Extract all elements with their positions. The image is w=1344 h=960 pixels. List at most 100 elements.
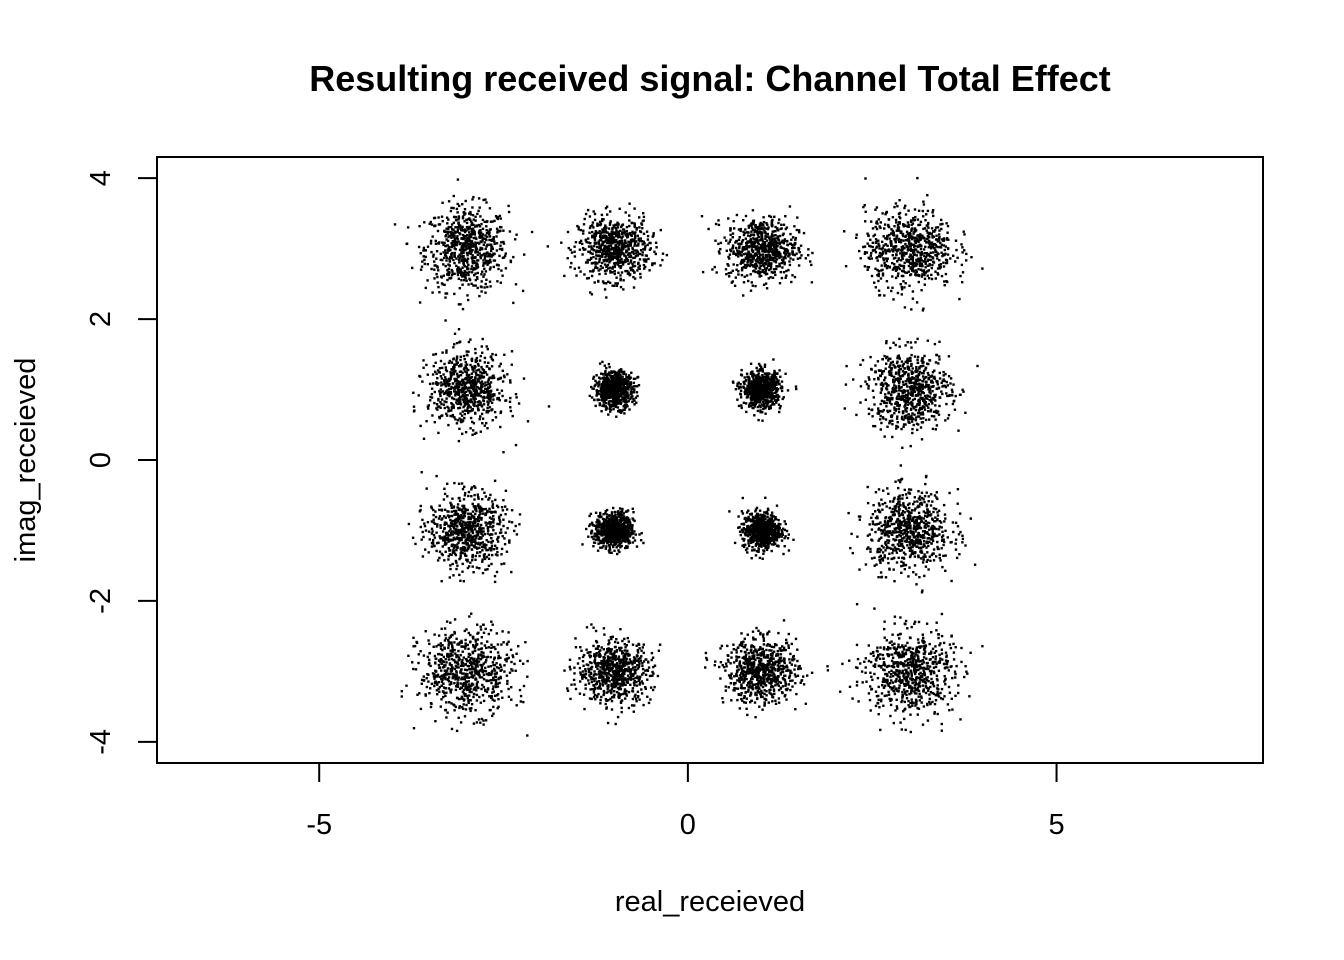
scatter-point [784, 372, 787, 375]
scatter-point [772, 253, 775, 256]
scatter-point [485, 220, 488, 224]
scatter-point [924, 219, 927, 222]
scatter-point [621, 396, 625, 399]
scatter-point [970, 256, 973, 259]
scatter-point [723, 236, 726, 239]
scatter-point [715, 271, 718, 274]
scatter-point [651, 262, 654, 265]
scatter-point [503, 254, 507, 257]
scatter-point [924, 258, 927, 261]
scatter-point [757, 250, 761, 254]
scatter-point [445, 381, 448, 385]
scatter-point [780, 255, 783, 258]
scatter-point [752, 221, 755, 224]
scatter-point [881, 240, 884, 243]
scatter-point [463, 269, 466, 273]
scatter-point [482, 403, 486, 406]
scatter-point [459, 403, 463, 406]
scatter-point [900, 248, 903, 251]
scatter-point [438, 291, 441, 294]
scatter-point [946, 247, 950, 251]
scatter-point [905, 258, 908, 262]
scatter-point [945, 259, 948, 262]
scatter-point [607, 255, 611, 258]
scatter-point [597, 376, 601, 379]
scatter-point [491, 395, 494, 398]
scatter-point [466, 252, 469, 255]
scatter-point [426, 263, 429, 266]
scatter-point [876, 256, 879, 259]
scatter-point [447, 380, 450, 383]
scatter-point [457, 439, 461, 443]
scatter-point [635, 227, 639, 230]
scatter-point [456, 361, 459, 364]
scatter-point [470, 358, 473, 361]
scatter-point [763, 386, 766, 389]
scatter-point [567, 246, 570, 250]
scatter-point [880, 264, 883, 267]
scatter-point [886, 425, 889, 428]
scatter-point [885, 266, 889, 270]
scatter-point [750, 263, 754, 267]
scatter-point [909, 341, 913, 344]
scatter-point [461, 395, 464, 398]
scatter-point [795, 387, 798, 391]
scatter-point [765, 401, 768, 404]
scatter-point [489, 381, 493, 384]
scatter-point [610, 386, 613, 390]
scatter-point [461, 266, 464, 269]
scatter-point [659, 264, 662, 267]
scatter-point [426, 279, 429, 282]
scatter-point [598, 249, 601, 252]
scatter-point [483, 273, 486, 276]
scatter-point [591, 224, 594, 227]
scatter-point [467, 368, 470, 372]
scatter-point [763, 257, 766, 260]
scatter-point [621, 243, 624, 246]
scatter-point [771, 237, 774, 240]
scatter-point [895, 236, 898, 239]
scatter-point [941, 222, 944, 226]
scatter-point [478, 232, 481, 235]
scatter-point [617, 236, 620, 239]
scatter-point [479, 215, 482, 218]
scatter-point [614, 384, 618, 387]
scatter-point [473, 399, 476, 402]
scatter-point [811, 251, 814, 255]
scatter-point [746, 261, 749, 264]
scatter-point [749, 273, 752, 276]
scatter-point [943, 248, 946, 252]
scatter-point [490, 245, 494, 249]
scatter-point [900, 274, 904, 278]
scatter-point [474, 261, 477, 265]
scatter-point [611, 232, 614, 236]
scatter-point [618, 410, 621, 414]
scatter-point [598, 362, 602, 365]
scatter-point [446, 389, 449, 392]
scatter-point [963, 249, 966, 252]
scatter-point [744, 378, 748, 382]
scatter-point [470, 243, 474, 246]
scatter-point [455, 359, 458, 362]
scatter-point [747, 377, 750, 380]
scatter-point [437, 431, 440, 435]
scatter-point [462, 254, 465, 258]
scatter-point [616, 383, 619, 387]
scatter-point [448, 393, 451, 397]
scatter-point [744, 402, 748, 405]
scatter-point [633, 271, 636, 274]
scatter-point [460, 389, 463, 392]
scatter-point [765, 376, 768, 379]
scatter-point [611, 284, 614, 287]
scatter-point [442, 274, 445, 277]
cluster-6 [588, 360, 641, 418]
scatter-point [863, 252, 867, 255]
scatter-point [462, 274, 465, 278]
scatter-point [652, 234, 655, 237]
scatter-point [625, 229, 628, 233]
scatter-point [757, 249, 760, 252]
cluster-7 [731, 358, 798, 422]
scatter-point [602, 228, 605, 232]
scatter-point [433, 260, 436, 263]
scatter-point [910, 229, 913, 233]
